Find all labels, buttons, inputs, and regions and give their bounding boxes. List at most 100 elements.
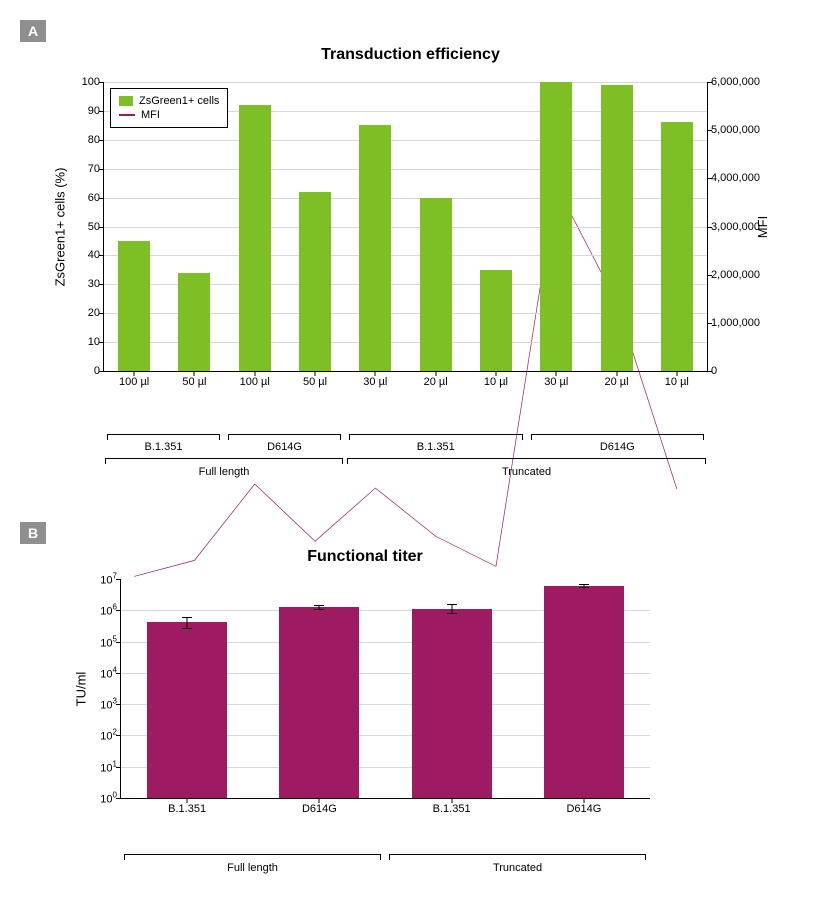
legend-item-bar: ZsGreen1+ cells (119, 95, 219, 107)
y-left-tick-mark (99, 313, 104, 314)
y-tick-label: 103 (100, 697, 117, 712)
x-tick-label: 10 µl (665, 376, 689, 388)
bar (178, 273, 210, 371)
chart-b-plot: TU/ml 100101102103104105106107B.1.351D61… (120, 579, 650, 799)
group-label: B.1.351 (145, 441, 183, 453)
y-left-tick-mark (99, 342, 104, 343)
y-right-tick-mark (707, 275, 712, 276)
group-bracket (124, 854, 381, 860)
error-cap (182, 628, 192, 629)
group-bracket (349, 434, 523, 440)
y-right-tick-label: 6,000,000 (711, 76, 760, 88)
x-tick-label: 100 µl (240, 376, 270, 388)
bar (299, 192, 331, 371)
y-right-tick-label: 1,000,000 (711, 317, 760, 329)
group-label: Full length (227, 862, 278, 874)
group-label: B.1.351 (417, 441, 455, 453)
error-bar (451, 604, 452, 613)
y-left-tick-mark (99, 255, 104, 256)
error-cap (447, 604, 457, 605)
bar (279, 607, 359, 798)
group-label: Full length (199, 466, 250, 478)
chart-a-title: Transduction efficiency (20, 46, 801, 64)
y-left-tick-mark (99, 371, 104, 372)
bar (239, 105, 271, 371)
group-label: D614G (600, 441, 635, 453)
error-cap (314, 609, 324, 610)
x-tick-label: 50 µl (182, 376, 206, 388)
x-tick-mark (254, 371, 255, 376)
x-tick-mark (187, 798, 188, 803)
y-tick-label: 107 (100, 572, 117, 587)
y-left-tick-mark (99, 198, 104, 199)
error-cap (182, 617, 192, 618)
x-tick-label: B.1.351 (168, 803, 206, 815)
y-axis-b-label: TU/ml (74, 671, 89, 706)
y-tick-label: 106 (100, 603, 117, 618)
y-right-tick-mark (707, 323, 712, 324)
y-right-tick-label: 2,000,000 (711, 269, 760, 281)
error-cap (314, 605, 324, 606)
bar (480, 270, 512, 371)
x-tick-mark (616, 371, 617, 376)
y-right-tick-label: 4,000,000 (711, 172, 760, 184)
y-tick-label: 100 (100, 791, 117, 806)
y-right-tick-label: 5,000,000 (711, 124, 760, 136)
group-label: D614G (267, 441, 302, 453)
group-label: Truncated (502, 466, 551, 478)
x-tick-mark (583, 798, 584, 803)
legend-label-bar: ZsGreen1+ cells (139, 95, 219, 107)
x-tick-mark (556, 371, 557, 376)
y-tick-label: 102 (100, 728, 117, 743)
group-bracket (347, 458, 706, 464)
error-cap (579, 587, 589, 588)
panel-b: B Functional titer TU/ml 100101102103104… (20, 522, 801, 889)
error-bar (187, 617, 188, 628)
x-tick-mark (375, 371, 376, 376)
bar (601, 85, 633, 371)
y-left-tick-mark (99, 140, 104, 141)
x-tick-label: 50 µl (303, 376, 327, 388)
y-left-tick-mark (99, 111, 104, 112)
x-tick-label: D614G (566, 803, 601, 815)
y-axis-left-label: ZsGreen1+ cells (%) (53, 167, 68, 286)
x-tick-mark (194, 371, 195, 376)
x-tick-mark (315, 371, 316, 376)
y-right-tick-mark (707, 178, 712, 179)
group-bracket (389, 854, 646, 860)
bar (544, 586, 624, 798)
bar (540, 82, 572, 371)
x-tick-mark (451, 798, 452, 803)
legend-label-line: MFI (141, 109, 160, 121)
group-bracket (107, 434, 220, 440)
y-tick-label: 101 (100, 759, 117, 774)
x-tick-label: 20 µl (424, 376, 448, 388)
chart-b-x-groups: Full lengthTruncated (70, 834, 660, 889)
x-tick-mark (319, 798, 320, 803)
y-right-tick-label: 3,000,000 (711, 221, 760, 233)
chart-a-x-groups: B.1.351 D614G B.1.351 D614G Full length Trunc… (48, 412, 768, 482)
y-left-tick-mark (99, 82, 104, 83)
error-cap (447, 613, 457, 614)
chart-a-plot: ZsGreen1+ cells MFI ZsGreen1+ cells (%) … (103, 82, 708, 372)
legend: ZsGreen1+ cells MFI (110, 88, 228, 128)
panel-a: A Transduction efficiency ZsGreen1+ cell… (20, 20, 801, 482)
y-right-tick-mark (707, 227, 712, 228)
bar (661, 122, 693, 371)
x-tick-label: 30 µl (363, 376, 387, 388)
x-tick-label: 30 µl (544, 376, 568, 388)
y-tick-mark (116, 579, 121, 580)
bar (359, 125, 391, 371)
y-left-tick-mark (99, 169, 104, 170)
x-tick-label: D614G (302, 803, 337, 815)
x-tick-mark (435, 371, 436, 376)
group-bracket (531, 434, 705, 440)
panel-a-label: A (20, 20, 46, 42)
error-cap (579, 584, 589, 585)
gridline (104, 82, 707, 83)
legend-swatch-bar (119, 96, 133, 106)
x-tick-label: 10 µl (484, 376, 508, 388)
x-tick-label: B.1.351 (433, 803, 471, 815)
bar (412, 609, 492, 798)
x-tick-mark (676, 371, 677, 376)
